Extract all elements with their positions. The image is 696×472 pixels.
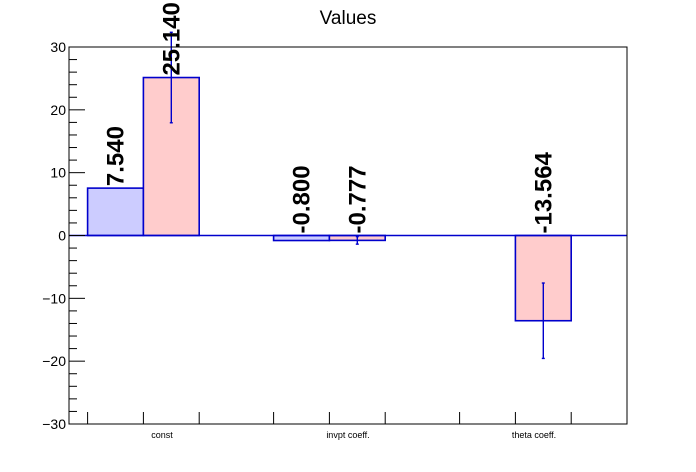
- y-tick-label: 10: [50, 165, 66, 181]
- bar: [86, 187, 145, 237]
- data-label: 7.540: [103, 126, 130, 186]
- axes: −30 −20 −10 0 10 20 30 const invpt coeff. theta c…: [42, 39, 572, 440]
- data-label: 25.140: [158, 2, 185, 75]
- x-tick-label: const: [151, 430, 173, 440]
- x-tick-label: theta coeff.: [512, 430, 556, 440]
- chart-title: Values: [320, 8, 377, 29]
- y-tick-label: 0: [58, 228, 66, 244]
- y-tick-label: −20: [42, 353, 66, 369]
- y-tick-label: −30: [42, 416, 66, 432]
- data-label: -13.564: [530, 151, 557, 233]
- bar: [142, 76, 200, 237]
- y-tick-label: 30: [50, 39, 66, 55]
- y-tick-label: −10: [42, 290, 66, 306]
- y-tick-label: 20: [50, 102, 66, 118]
- data-label: -0.800: [289, 165, 316, 233]
- x-tick-label: invpt coeff.: [326, 430, 369, 440]
- data-label: -0.777: [344, 165, 371, 233]
- plot-area: 7.540 -0.800 25.140 -0.777 -13.564: [69, 2, 627, 360]
